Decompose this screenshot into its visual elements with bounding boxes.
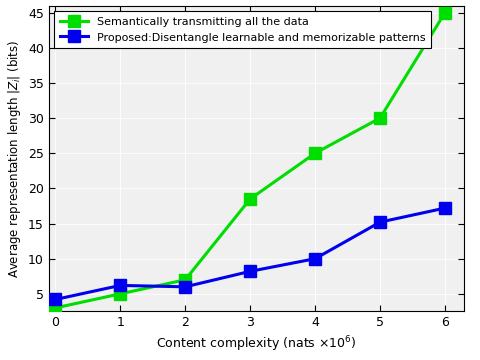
Line: Semantically transmitting all the data: Semantically transmitting all the data (50, 7, 451, 314)
Semantically transmitting all the data (312, 151, 318, 156)
Semantically transmitting all the data (52, 306, 58, 310)
Proposed:Disentangle learnable and memorizable patterns (52, 297, 58, 302)
Y-axis label: Average representation length $|Z_i|$ (bits): Average representation length $|Z_i|$ (b… (6, 39, 23, 278)
Semantically transmitting all the data (118, 292, 123, 296)
Proposed:Disentangle learnable and memorizable patterns (182, 285, 188, 289)
Proposed:Disentangle learnable and memorizable patterns (312, 257, 318, 261)
Proposed:Disentangle learnable and memorizable patterns (247, 269, 253, 274)
Line: Proposed:Disentangle learnable and memorizable patterns: Proposed:Disentangle learnable and memor… (50, 203, 451, 305)
Proposed:Disentangle learnable and memorizable patterns (442, 206, 448, 210)
Legend: Semantically transmitting all the data, Proposed:Disentangle learnable and memor: Semantically transmitting all the data, … (54, 11, 431, 48)
Proposed:Disentangle learnable and memorizable patterns (118, 283, 123, 288)
Proposed:Disentangle learnable and memorizable patterns (377, 220, 383, 224)
Semantically transmitting all the data (377, 116, 383, 120)
Semantically transmitting all the data (182, 278, 188, 282)
Semantically transmitting all the data (442, 10, 448, 15)
X-axis label: Content complexity (nats $\times10^{6}$): Content complexity (nats $\times10^{6}$) (156, 335, 357, 355)
Semantically transmitting all the data (247, 197, 253, 201)
